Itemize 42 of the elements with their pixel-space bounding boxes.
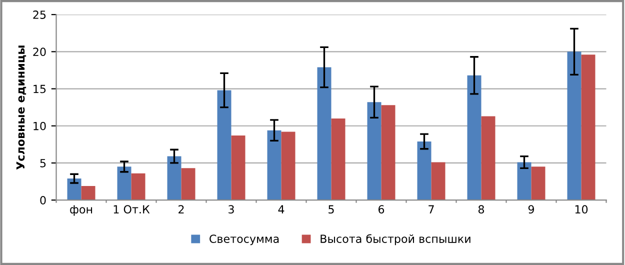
bar bbox=[567, 52, 582, 200]
y-tick-label: 5 bbox=[40, 159, 46, 168]
bar bbox=[331, 118, 346, 200]
bar bbox=[517, 162, 532, 200]
bar bbox=[167, 156, 182, 200]
y-tick-label: 10 bbox=[34, 122, 46, 130]
bar bbox=[181, 168, 196, 200]
bar bbox=[431, 162, 446, 200]
bar bbox=[531, 166, 546, 200]
bar bbox=[481, 116, 496, 200]
x-tick-label: 9 bbox=[528, 205, 534, 214]
bar bbox=[231, 136, 246, 200]
bar bbox=[117, 166, 132, 200]
bar bbox=[367, 102, 382, 200]
y-axis-title: Условные единицы bbox=[16, 46, 26, 170]
bar bbox=[67, 178, 82, 200]
x-tick-label: 1 От.К bbox=[114, 205, 150, 214]
legend-label: Светосумма bbox=[210, 234, 279, 246]
y-tick-label: 20 bbox=[33, 48, 46, 56]
y-tick-label: 0 bbox=[40, 196, 46, 204]
bar bbox=[581, 54, 596, 200]
x-tick-label: 5 bbox=[328, 205, 334, 214]
bar bbox=[267, 130, 282, 200]
bar bbox=[467, 75, 482, 200]
x-tick-label: 10 bbox=[575, 205, 588, 214]
x-tick-label: 7 bbox=[428, 205, 434, 214]
x-tick-label: 8 bbox=[478, 205, 484, 214]
bar bbox=[81, 186, 96, 200]
y-tick-label: 15 bbox=[34, 84, 46, 94]
bar bbox=[317, 67, 332, 200]
x-tick-label: 6 bbox=[378, 205, 384, 214]
legend-label: Высота быстрой вспышки bbox=[320, 234, 470, 246]
x-tick-label: 4 bbox=[278, 205, 284, 214]
bar bbox=[381, 105, 396, 200]
bar bbox=[131, 173, 146, 200]
x-tick-label: 2 bbox=[178, 205, 184, 214]
y-tick-label: 25 bbox=[33, 10, 46, 19]
bar bbox=[417, 141, 432, 200]
bar bbox=[281, 132, 296, 200]
x-tick-label: фон bbox=[70, 205, 92, 216]
bar bbox=[217, 90, 232, 200]
x-tick-label: 3 bbox=[228, 205, 234, 214]
